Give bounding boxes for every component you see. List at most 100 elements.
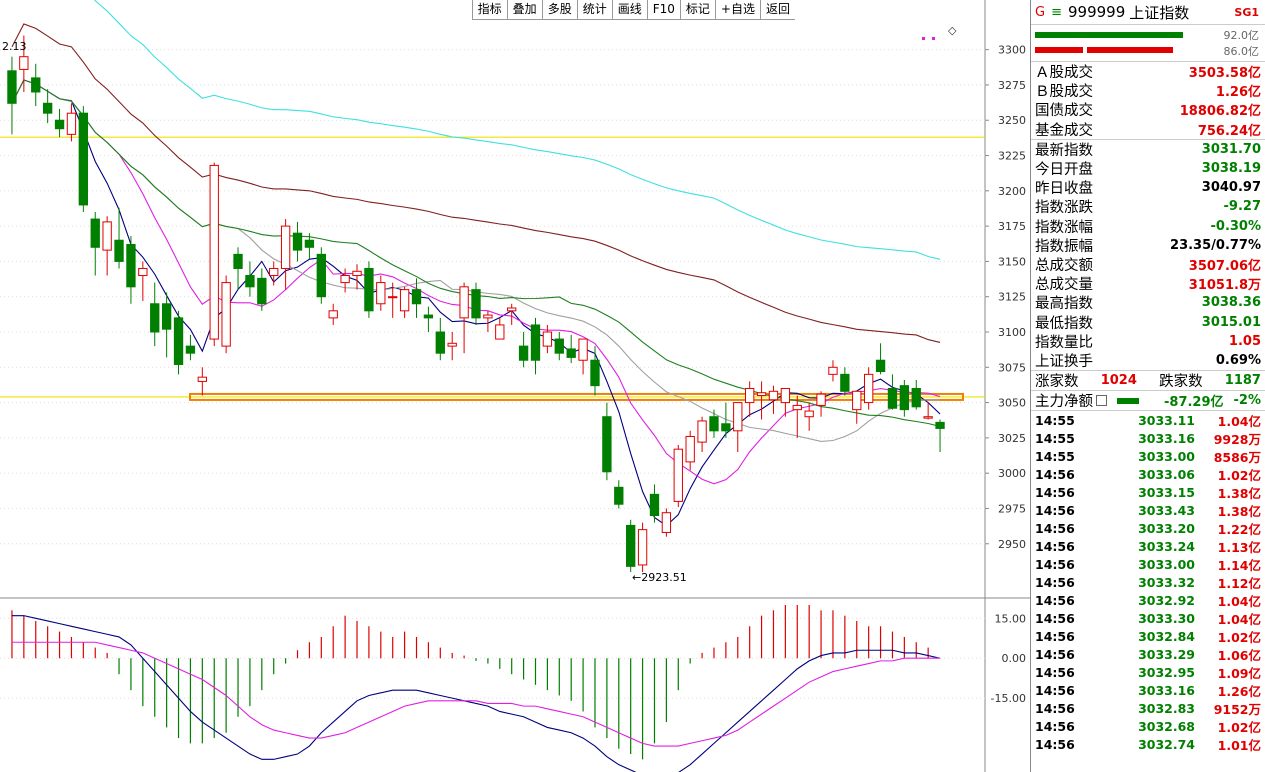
- toolbar-button[interactable]: 返回: [759, 0, 795, 20]
- candle-body: [352, 270, 362, 277]
- stat-label: 今日开盘: [1035, 162, 1093, 179]
- panel-title: G ≡ 999999 上证指数 SG1: [1031, 0, 1265, 25]
- toolbar-button[interactable]: 画线: [611, 0, 647, 20]
- stat-row: 指数振幅 23.35/0.77%: [1031, 236, 1265, 255]
- stat-label: 指数涨幅: [1035, 219, 1093, 236]
- tick-amount: 1.02亿: [1217, 719, 1261, 735]
- turnover-rows: Ａ股成交 3503.58亿 Ｂ股成交 1.26亿 国债成交 18806.82亿 基金成交 75…: [1031, 62, 1265, 140]
- tick-list[interactable]: 14:55 3033.11 1.04亿 14:55 3033.16 9928万 14:55 3…: [1031, 411, 1265, 753]
- y-tick-label: 3050: [998, 397, 1026, 410]
- tick-amount: 1.02亿: [1217, 467, 1261, 483]
- tick-price: 3033.30: [1138, 610, 1195, 626]
- advance-decline: 涨家数 1024 跌家数 1187: [1031, 371, 1265, 392]
- candle-body: [233, 253, 243, 269]
- y-tick-label: 3150: [998, 255, 1026, 268]
- stat-label: 总成交额: [1035, 257, 1093, 274]
- advance-label: 涨家数: [1035, 374, 1079, 391]
- tick-amount: 1.14亿: [1217, 557, 1261, 573]
- toolbar-button[interactable]: 多股: [541, 0, 577, 20]
- candle-body: [447, 342, 457, 347]
- tick-amount: 1.13亿: [1217, 539, 1261, 555]
- y-tick-label: 3125: [998, 291, 1026, 304]
- candle-body: [90, 218, 100, 248]
- tick-row: 14:56 3033.06 1.02亿: [1031, 465, 1265, 483]
- candle-body: [614, 486, 624, 505]
- index-stats: 最新指数 3031.70 今日开盘 3038.19 昨日收盘 3040.97 指数涨跌 -9.…: [1031, 140, 1265, 371]
- marker-dot: [922, 37, 925, 40]
- candle-body: [816, 393, 826, 406]
- candle-body: [923, 416, 933, 419]
- tick-amount: 9152万: [1213, 701, 1261, 717]
- candle-body: [697, 420, 707, 443]
- tick-time: 14:56: [1035, 538, 1075, 554]
- tick-price: 3032.92: [1138, 592, 1195, 608]
- candle-body: [102, 221, 112, 251]
- toolbar-button[interactable]: 指标: [471, 0, 507, 20]
- stat-label: 指数振幅: [1035, 238, 1093, 255]
- tick-row: 14:56 3033.15 1.38亿: [1031, 483, 1265, 501]
- tick-price: 3032.95: [1138, 664, 1195, 680]
- ma60-line: [11, 23, 941, 343]
- tick-price: 3033.16: [1138, 682, 1195, 698]
- candle-body: [554, 338, 564, 354]
- tick-price: 3033.43: [1138, 502, 1195, 518]
- quote-panel: G ≡ 999999 上证指数 SG1 92.0亿 86.0亿 Ａ股成交 3503…: [1030, 0, 1265, 772]
- note-icon[interactable]: [1096, 395, 1107, 407]
- stat-label: 总成交量: [1035, 277, 1093, 294]
- candle-body: [197, 376, 207, 382]
- toolbar-button[interactable]: 统计: [576, 0, 612, 20]
- tick-time: 14:56: [1035, 592, 1075, 608]
- chart-area[interactable]: 3300 3275 3250 3225 3200 3175 3150 3125 3100 3075…: [0, 0, 1030, 772]
- tick-price: 3033.20: [1138, 520, 1195, 536]
- tick-time: 14:56: [1035, 700, 1075, 716]
- kline-chart[interactable]: 3300 3275 3250 3225 3200 3175 3150 3125 3100 3075…: [0, 0, 1030, 772]
- stat-row: 指数涨跌 -9.27: [1031, 197, 1265, 216]
- candle-body: [649, 493, 660, 517]
- candle-body: [304, 239, 315, 248]
- menu-icon[interactable]: ≡: [1051, 4, 1062, 20]
- tick-row: 14:56 3033.24 1.13亿: [1031, 537, 1265, 555]
- stat-label: 指数涨跌: [1035, 200, 1093, 217]
- decline-label: 跌家数: [1159, 374, 1203, 391]
- tick-time: 14:56: [1035, 664, 1075, 680]
- candle-body: [161, 303, 172, 330]
- candle-body: [887, 387, 898, 409]
- candle-body: [328, 310, 338, 319]
- toolbar-button[interactable]: 叠加: [506, 0, 542, 20]
- toolbar-button[interactable]: 标记: [679, 0, 715, 20]
- stat-row: 总成交额 3507.06亿: [1031, 255, 1265, 274]
- candle-body: [42, 102, 53, 114]
- y-tick-label: 3250: [998, 114, 1026, 127]
- tick-amount: 1.06亿: [1217, 647, 1261, 663]
- tick-time: 14:56: [1035, 520, 1075, 536]
- y-tick-label: 3300: [998, 44, 1026, 57]
- outflow-bar-b: [1087, 47, 1173, 53]
- tick-row: 14:55 3033.11 1.04亿: [1031, 411, 1265, 429]
- stat-value: 0.69%: [1215, 352, 1261, 368]
- tick-price: 3033.11: [1138, 412, 1195, 428]
- candle-body: [733, 402, 743, 432]
- ma10-line: [11, 79, 941, 485]
- candle-body: [911, 387, 921, 408]
- candle-body: [280, 225, 291, 269]
- tick-time: 14:56: [1035, 502, 1075, 518]
- candle-body: [899, 385, 910, 411]
- candle-body: [114, 239, 124, 262]
- stat-value: 3503.58亿: [1188, 66, 1261, 82]
- candle-body: [209, 164, 219, 340]
- tick-amount: 1.26亿: [1217, 683, 1261, 699]
- stat-value: 3038.36: [1201, 295, 1261, 311]
- tick-price: 3033.15: [1138, 484, 1195, 500]
- main-net-flow: 主力净额 -87.29亿 -2%: [1031, 391, 1265, 412]
- candle-body: [626, 524, 636, 567]
- tick-price: 3032.68: [1138, 718, 1195, 734]
- stat-row: 基金成交 756.24亿: [1031, 120, 1265, 139]
- toolbar-button[interactable]: F10: [646, 0, 680, 20]
- candle-body: [602, 416, 612, 473]
- tick-row: 14:56 3033.43 1.38亿: [1031, 501, 1265, 519]
- tick-price: 3033.16: [1138, 430, 1195, 446]
- tick-time: 14:55: [1035, 430, 1075, 446]
- candle-body: [507, 307, 517, 312]
- toolbar-button[interactable]: +自选: [714, 0, 760, 20]
- candle-body: [221, 282, 231, 347]
